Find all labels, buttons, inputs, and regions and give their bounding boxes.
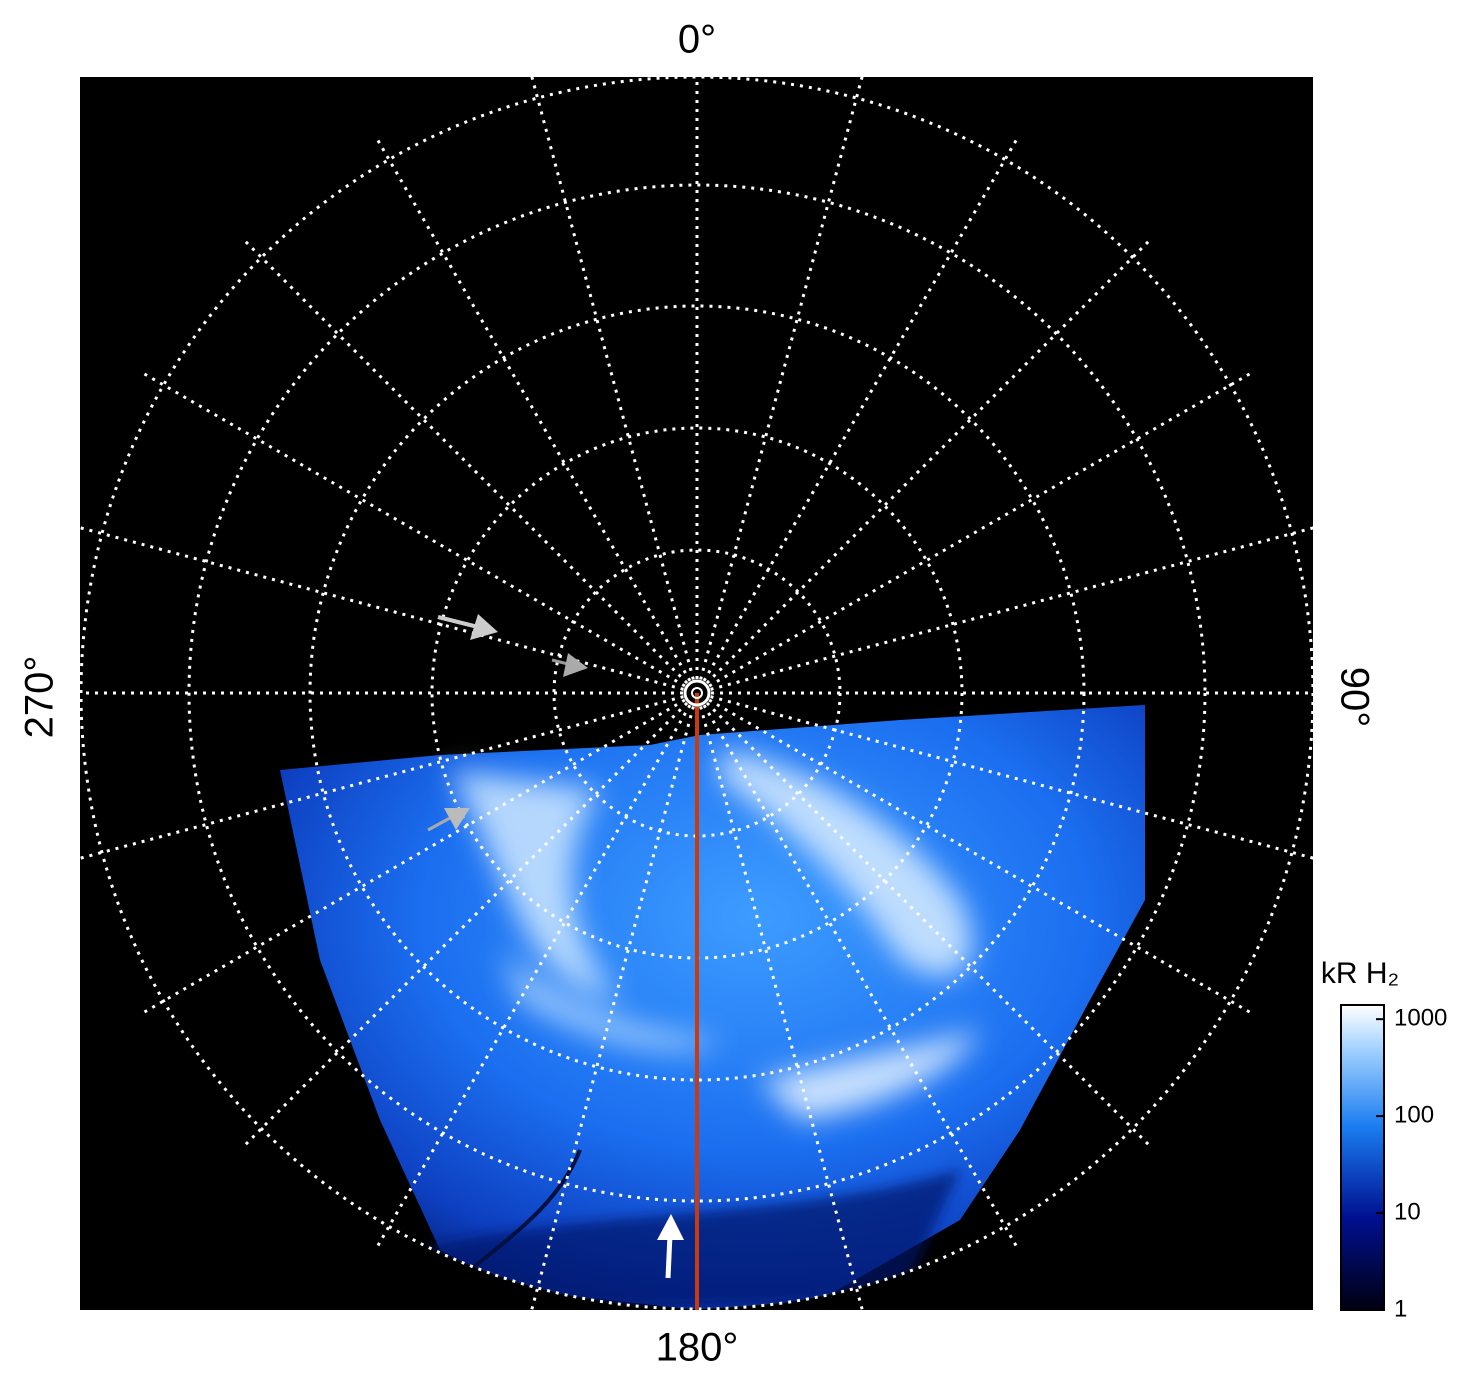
label-top: 0°: [678, 18, 716, 62]
label-right: 90°: [1332, 667, 1376, 728]
colorbar-tick-label: 100: [1394, 1101, 1434, 1128]
colorbar-tick-label: 10: [1394, 1198, 1421, 1225]
grid-circle: [80, 77, 1313, 1310]
arrows: [427, 614, 684, 1279]
aurora-image: [80, 77, 1313, 1310]
label-bottom: 180°: [656, 1326, 739, 1370]
colorbar: [1340, 1004, 1385, 1311]
colorbar-title: kR H₂: [1321, 957, 1399, 990]
label-left: 270°: [18, 656, 62, 739]
grid-circle: [308, 304, 1086, 1082]
colorbar-tick-label: 1: [1394, 1295, 1407, 1322]
colorbar-tick-label: 1000: [1394, 1005, 1447, 1032]
pole-ring: [691, 687, 703, 699]
pole-ring: [683, 679, 711, 707]
grid-circle: [187, 183, 1207, 1203]
